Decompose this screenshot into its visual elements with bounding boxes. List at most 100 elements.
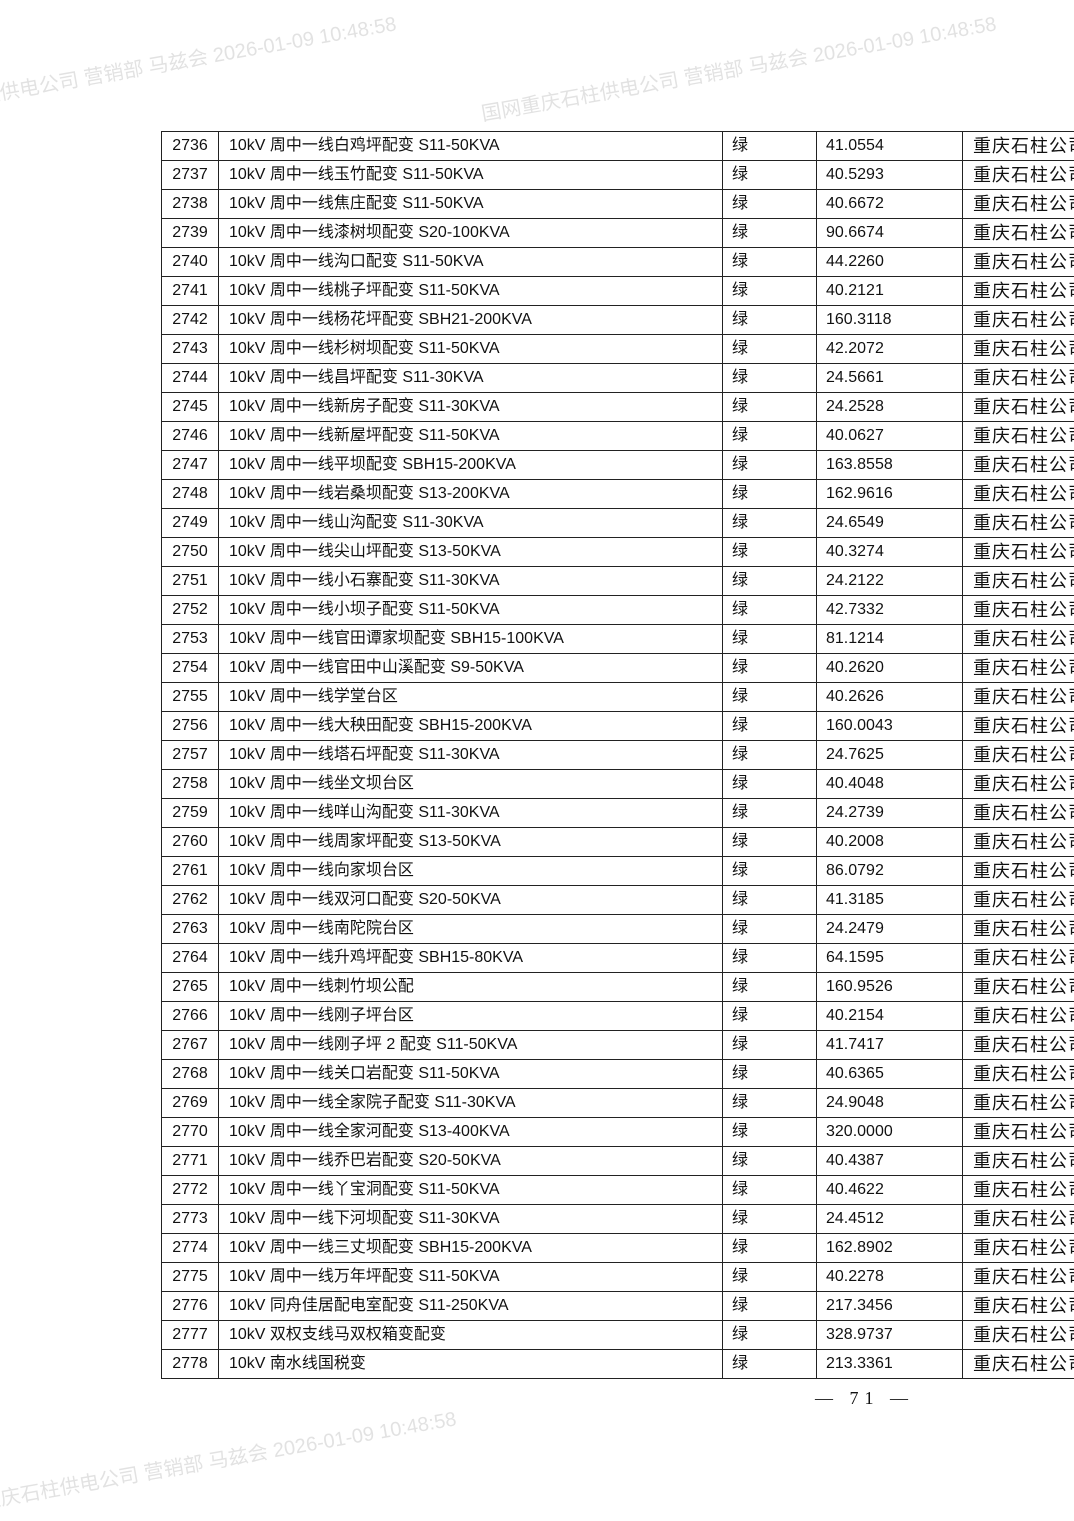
row-number-cell: 2757	[162, 741, 219, 770]
value-cell: 40.2620	[817, 654, 963, 683]
row-number-cell: 2758	[162, 770, 219, 799]
row-number-cell: 2738	[162, 190, 219, 219]
company-cell: 重庆石柱公司	[963, 857, 1074, 886]
facility-name-cell: 10kV 周中一线学堂台区	[219, 683, 723, 712]
status-cell: 绿	[723, 770, 817, 799]
row-number-cell: 2760	[162, 828, 219, 857]
status-cell: 绿	[723, 857, 817, 886]
status-cell: 绿	[723, 1321, 817, 1350]
watermark-text: 国网重庆石柱供电公司 营销部 马兹会 2026-01-09 10:48:58	[0, 14, 398, 124]
value-cell: 24.9048	[817, 1089, 963, 1118]
value-cell: 40.4622	[817, 1176, 963, 1205]
row-number-cell: 2773	[162, 1205, 219, 1234]
facility-name-cell: 10kV 周中一线新屋坪配变 S11-50KVA	[219, 422, 723, 451]
value-cell: 81.1214	[817, 625, 963, 654]
status-cell: 绿	[723, 393, 817, 422]
row-number-cell: 2762	[162, 886, 219, 915]
value-cell: 40.2626	[817, 683, 963, 712]
company-cell: 重庆石柱公司	[963, 393, 1074, 422]
company-cell: 重庆石柱公司	[963, 364, 1074, 393]
facility-name-cell: 10kV 周中一线平坝配变 SBH15-200KVA	[219, 451, 723, 480]
company-cell: 重庆石柱公司	[963, 625, 1074, 654]
facility-name-cell: 10kV 周中一线官田中山溪配变 S9-50KVA	[219, 654, 723, 683]
status-cell: 绿	[723, 712, 817, 741]
company-cell: 重庆石柱公司	[963, 1263, 1074, 1292]
status-cell: 绿	[723, 1292, 817, 1321]
company-cell: 重庆石柱公司	[963, 770, 1074, 799]
value-cell: 40.4048	[817, 770, 963, 799]
row-number-cell: 2749	[162, 509, 219, 538]
company-cell: 重庆石柱公司	[963, 1321, 1074, 1350]
company-cell: 重庆石柱公司	[963, 219, 1074, 248]
status-cell: 绿	[723, 973, 817, 1002]
row-number-cell: 2756	[162, 712, 219, 741]
row-number-cell: 2764	[162, 944, 219, 973]
status-cell: 绿	[723, 886, 817, 915]
status-cell: 绿	[723, 161, 817, 190]
status-cell: 绿	[723, 596, 817, 625]
value-cell: 44.2260	[817, 248, 963, 277]
row-number-cell: 2751	[162, 567, 219, 596]
value-cell: 40.0627	[817, 422, 963, 451]
company-cell: 重庆石柱公司	[963, 538, 1074, 567]
value-cell: 213.3361	[817, 1350, 963, 1379]
status-cell: 绿	[723, 538, 817, 567]
facility-name-cell: 10kV 周中一线向家坝台区	[219, 857, 723, 886]
status-cell: 绿	[723, 190, 817, 219]
company-cell: 重庆石柱公司	[963, 480, 1074, 509]
value-cell: 40.3274	[817, 538, 963, 567]
company-cell: 重庆石柱公司	[963, 1118, 1074, 1147]
facility-name-cell: 10kV 周中一线杨花坪配变 SBH21-200KVA	[219, 306, 723, 335]
value-cell: 24.5661	[817, 364, 963, 393]
row-number-cell: 2745	[162, 393, 219, 422]
value-cell: 24.6549	[817, 509, 963, 538]
status-cell: 绿	[723, 1147, 817, 1176]
value-cell: 320.0000	[817, 1118, 963, 1147]
facility-name-cell: 10kV 周中一线焦庄配变 S11-50KVA	[219, 190, 723, 219]
value-cell: 162.9616	[817, 480, 963, 509]
company-cell: 重庆石柱公司	[963, 190, 1074, 219]
facility-name-cell: 10kV 周中一线岩桑坝配变 S13-200KVA	[219, 480, 723, 509]
value-cell: 163.8558	[817, 451, 963, 480]
company-cell: 重庆石柱公司	[963, 1234, 1074, 1263]
watermark-text: 国网重庆石柱供电公司 营销部 马兹会 2026-01-09 10:48:58	[0, 1409, 458, 1519]
row-number-cell: 2761	[162, 857, 219, 886]
company-cell: 重庆石柱公司	[963, 451, 1074, 480]
company-cell: 重庆石柱公司	[963, 799, 1074, 828]
value-cell: 40.2121	[817, 277, 963, 306]
company-cell: 重庆石柱公司	[963, 828, 1074, 857]
value-cell: 160.0043	[817, 712, 963, 741]
value-cell: 41.7417	[817, 1031, 963, 1060]
status-cell: 绿	[723, 1176, 817, 1205]
status-cell: 绿	[723, 1118, 817, 1147]
row-number-cell: 2776	[162, 1292, 219, 1321]
value-cell: 24.2479	[817, 915, 963, 944]
status-cell: 绿	[723, 1031, 817, 1060]
facility-name-cell: 10kV 周中一线南陀院台区	[219, 915, 723, 944]
